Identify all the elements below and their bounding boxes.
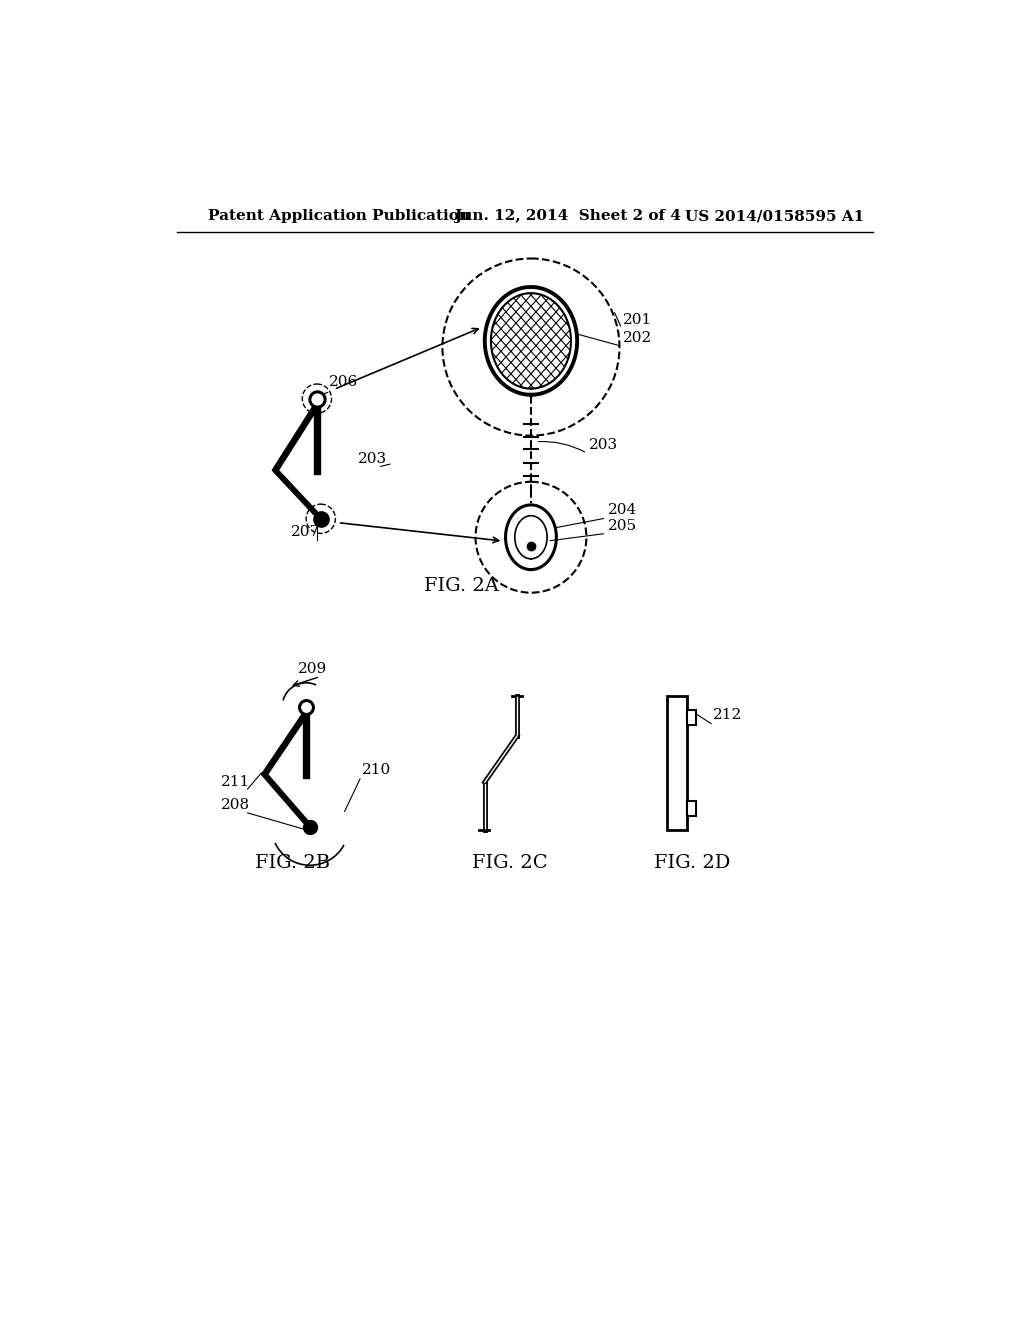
Text: US 2014/0158595 A1: US 2014/0158595 A1 xyxy=(685,209,864,223)
Text: 210: 210 xyxy=(361,763,391,777)
Polygon shape xyxy=(261,713,309,775)
Text: 209: 209 xyxy=(298,661,328,676)
Text: Jun. 12, 2014  Sheet 2 of 4: Jun. 12, 2014 Sheet 2 of 4 xyxy=(454,209,681,223)
Text: FIG. 2D: FIG. 2D xyxy=(654,854,731,873)
Bar xyxy=(687,710,695,725)
Polygon shape xyxy=(313,403,319,474)
Bar xyxy=(687,800,695,816)
Text: 204: 204 xyxy=(608,503,637,517)
Text: 212: 212 xyxy=(713,708,742,722)
Polygon shape xyxy=(303,710,309,779)
Text: 203: 203 xyxy=(357,451,387,466)
Bar xyxy=(668,696,687,830)
Text: 211: 211 xyxy=(221,775,251,789)
Text: FIG. 2B: FIG. 2B xyxy=(255,854,330,873)
Text: 207: 207 xyxy=(291,525,319,539)
Text: FIG. 2C: FIG. 2C xyxy=(472,854,547,873)
Text: 203: 203 xyxy=(589,438,617,453)
Polygon shape xyxy=(272,470,324,519)
Text: FIG. 2A: FIG. 2A xyxy=(424,577,499,595)
Text: 202: 202 xyxy=(624,331,652,345)
Text: 205: 205 xyxy=(608,519,637,532)
Text: 206: 206 xyxy=(330,375,358,389)
Text: 201: 201 xyxy=(624,313,652,327)
Text: Patent Application Publication: Patent Application Publication xyxy=(208,209,470,223)
Polygon shape xyxy=(272,405,319,470)
Text: 208: 208 xyxy=(221,799,251,812)
Polygon shape xyxy=(261,775,313,826)
